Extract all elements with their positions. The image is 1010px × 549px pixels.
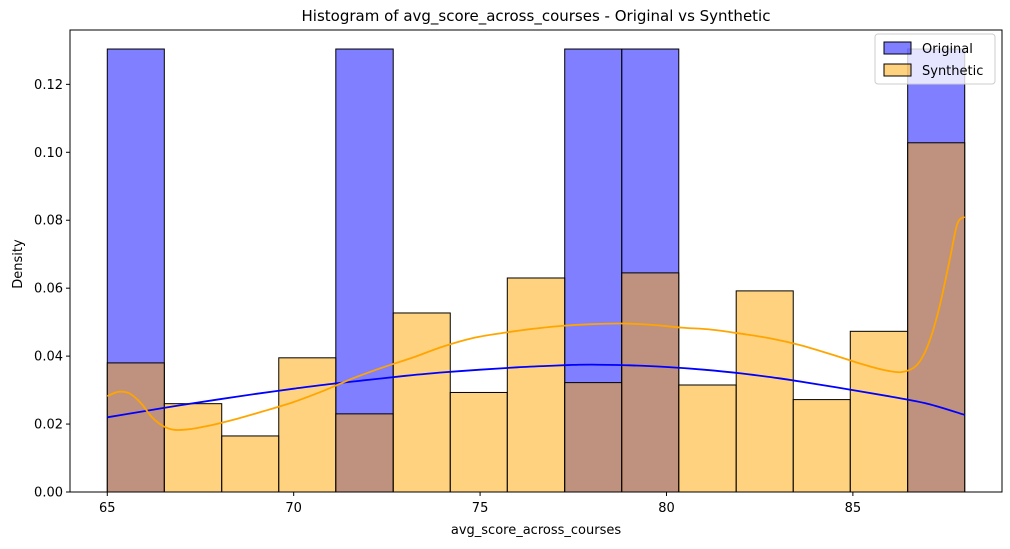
y-tick-label: 0.12 xyxy=(34,78,63,93)
x-tick-label: 70 xyxy=(285,501,302,516)
y-tick-label: 0.08 xyxy=(34,214,63,229)
legend: Original Synthetic xyxy=(874,33,996,85)
histogram-bar xyxy=(392,312,451,493)
x-tick-label: 85 xyxy=(845,501,862,516)
legend-label-original: Original xyxy=(922,42,973,57)
histogram-bar xyxy=(735,290,794,493)
histogram-bar xyxy=(792,399,851,493)
histogram-bar xyxy=(849,330,909,493)
kde-line-original xyxy=(107,363,965,419)
x-tick-label: 75 xyxy=(472,501,489,516)
kde-layer xyxy=(106,216,966,431)
x-tick-label: 65 xyxy=(99,501,116,516)
histogram-bar xyxy=(506,277,566,493)
y-tick-label: 0.02 xyxy=(34,418,63,433)
kde-line-synthetic xyxy=(106,216,966,431)
histogram-bar xyxy=(335,413,394,493)
histogram-bar xyxy=(678,384,737,493)
bars-synthetic xyxy=(106,142,966,493)
legend-label-synthetic: Synthetic xyxy=(922,64,983,79)
histogram-bar xyxy=(564,382,623,493)
histogram-bar xyxy=(449,391,508,493)
legend-item-synthetic: Synthetic xyxy=(883,63,983,79)
bars-layer xyxy=(106,48,966,493)
chart-title: Histogram of avg_score_across_courses - … xyxy=(302,7,771,26)
legend-swatch-synthetic xyxy=(883,63,912,77)
axes-layer xyxy=(69,29,1003,493)
y-tick-label: 0.06 xyxy=(34,282,63,297)
y-tick-label: 0.04 xyxy=(34,350,63,365)
histogram-bar xyxy=(621,272,680,493)
ticks-layer: 65 70 75 80 85 0.00 0.02 0.04 0.06 0.08 0.10 0.12 xyxy=(34,78,861,516)
y-tick-label: 0.00 xyxy=(34,486,63,501)
legend-item-original: Original xyxy=(883,41,973,57)
x-axis-label: avg_score_across_courses xyxy=(451,523,621,538)
y-tick-label: 0.10 xyxy=(34,146,63,161)
legend-swatch-original xyxy=(883,41,912,55)
x-tick-label: 80 xyxy=(658,501,675,516)
histogram-bar xyxy=(278,357,337,493)
histogram-bar xyxy=(106,362,165,493)
histogram-bar xyxy=(221,435,280,493)
plot-frame xyxy=(69,29,1003,493)
histogram-bar xyxy=(163,403,223,493)
y-axis-label: Density xyxy=(11,239,26,289)
